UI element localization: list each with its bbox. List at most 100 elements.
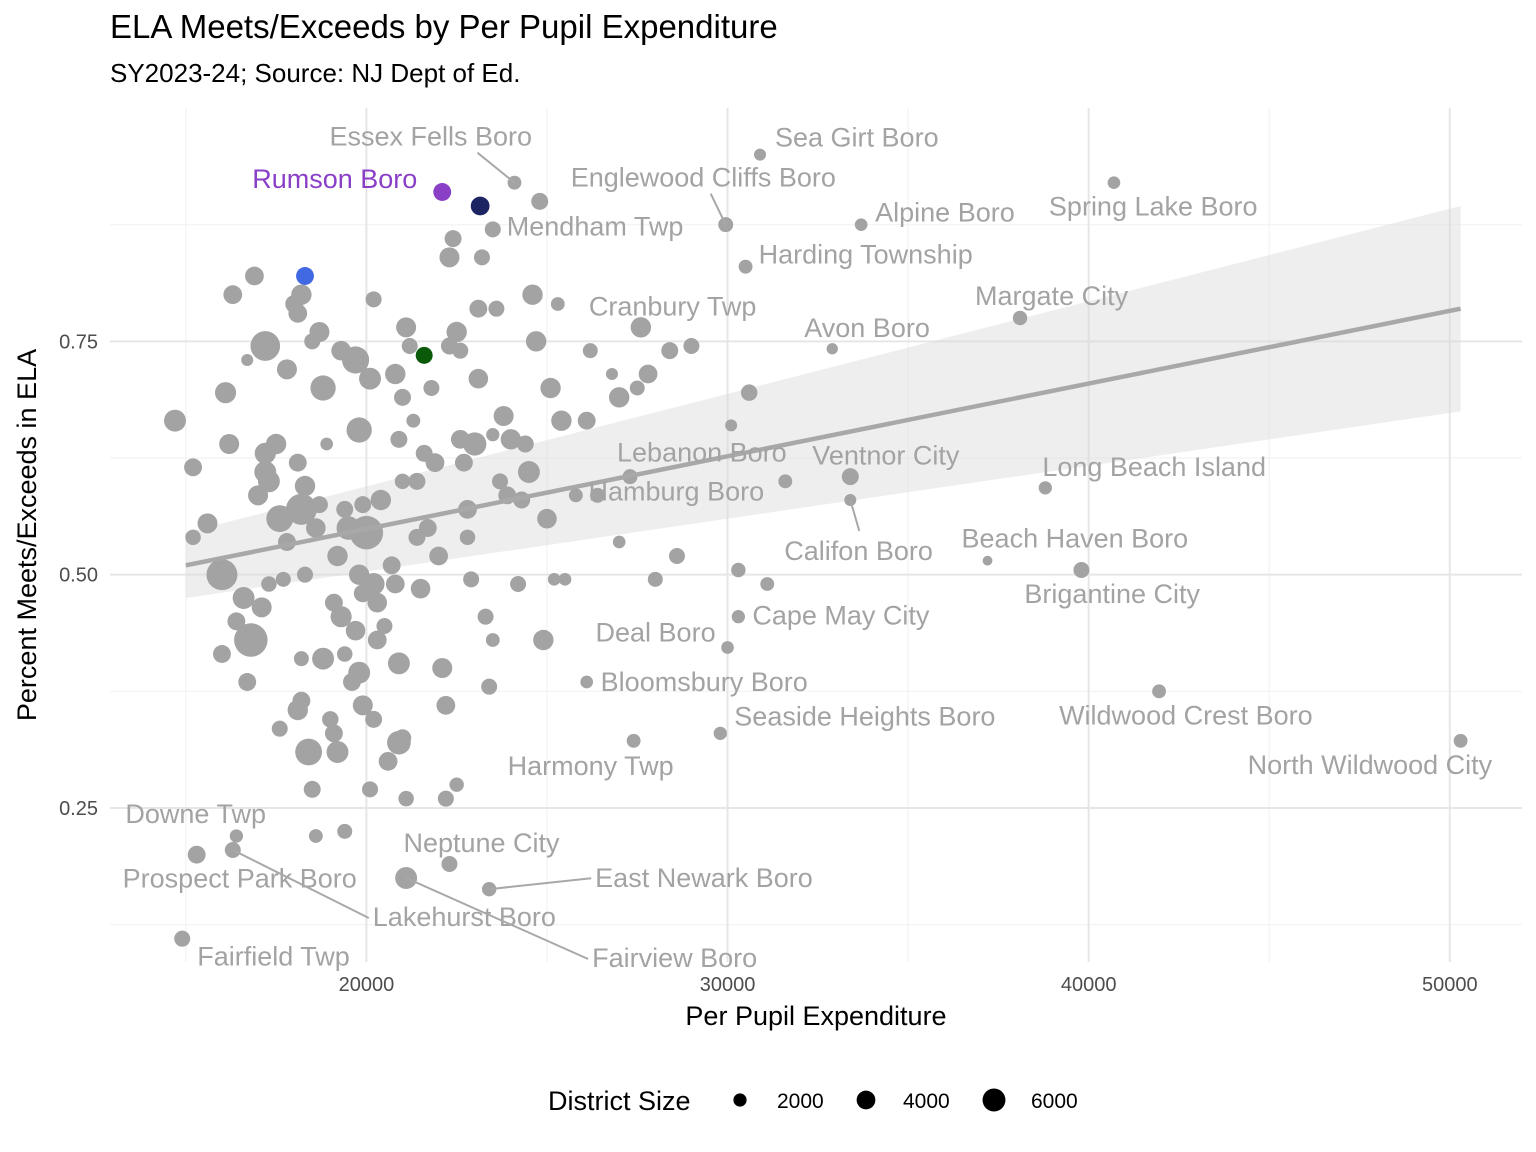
highlighted-data-point	[415, 346, 433, 364]
data-point	[468, 368, 489, 389]
data-point	[378, 751, 398, 771]
axis-labels-layer: Per Pupil Expenditure Percent Meets/Exce…	[12, 349, 947, 1031]
data-point	[322, 711, 339, 728]
data-point	[234, 623, 268, 657]
point-label: Deal Boro	[596, 617, 716, 647]
point-label: Seaside Heights Boro	[734, 701, 995, 731]
data-point	[385, 574, 405, 594]
data-point	[336, 646, 353, 662]
highlighted-data-point	[296, 267, 314, 285]
data-point	[725, 419, 738, 432]
point-label: Fairfield Twp	[197, 942, 350, 972]
data-point	[423, 380, 440, 396]
data-point	[245, 266, 264, 286]
data-point	[500, 429, 522, 450]
data-point	[550, 297, 565, 311]
data-point	[320, 437, 333, 451]
data-point	[294, 475, 316, 497]
labeled-data-point	[721, 641, 734, 654]
data-point	[310, 496, 328, 514]
data-point	[760, 577, 775, 591]
labeled-data-point	[854, 218, 868, 231]
point-label: Prospect Park Boro	[123, 864, 357, 894]
data-point	[437, 790, 454, 807]
x-tick-label: 30000	[700, 974, 756, 996]
data-point	[406, 413, 421, 428]
data-point	[292, 691, 311, 710]
point-label: Alpine Boro	[875, 198, 1015, 228]
data-point	[288, 303, 308, 323]
chart-subtitle: SY2023-24; Source: NJ Dept of Ed.	[110, 58, 521, 88]
data-point	[362, 573, 385, 595]
data-point	[446, 321, 467, 343]
labeled-data-point	[580, 675, 594, 689]
data-point	[731, 562, 746, 578]
data-point	[469, 299, 488, 318]
data-point	[342, 346, 370, 374]
data-point	[551, 410, 572, 431]
legend-size-key	[982, 1088, 1006, 1112]
labeled-data-point	[713, 726, 727, 740]
data-point	[439, 247, 460, 268]
data-point	[238, 673, 257, 691]
data-point	[214, 382, 237, 404]
chart-title: ELA Meets/Exceeds by Per Pupil Expenditu…	[110, 8, 778, 45]
data-point	[398, 790, 414, 807]
data-point	[206, 559, 238, 591]
data-point	[312, 647, 335, 670]
data-point	[362, 781, 379, 798]
point-label: Sea Girt Boro	[775, 123, 939, 153]
point-label: Harmony Twp	[508, 751, 674, 781]
y-axis-title: Percent Meets/Exceeds in ELA	[12, 349, 42, 721]
data-point	[343, 673, 361, 691]
labeled-data-point	[229, 829, 244, 843]
data-point	[275, 571, 291, 587]
labeled-data-point	[484, 221, 501, 238]
data-point	[382, 556, 401, 575]
data-point	[303, 780, 321, 798]
point-label: Downe Twp	[125, 799, 266, 829]
data-point	[629, 380, 645, 396]
data-point	[408, 472, 426, 490]
data-point	[387, 730, 411, 755]
point-label: Ventnor City	[812, 441, 960, 471]
data-point	[473, 249, 490, 266]
trend-line-layer	[185, 306, 1462, 568]
data-point	[223, 285, 243, 305]
data-point	[385, 363, 406, 385]
point-label: Mendham Twp	[507, 211, 684, 241]
point-label: Bloomsbury Boro	[601, 667, 808, 697]
data-point	[492, 473, 509, 490]
labeled-data-point	[982, 555, 993, 566]
legend-title: District Size	[548, 1086, 691, 1116]
data-point	[309, 322, 330, 342]
y-tick-label: 0.50	[59, 565, 98, 587]
data-point	[276, 359, 297, 380]
data-point	[577, 411, 596, 430]
data-point	[213, 645, 231, 663]
point-label: Essex Fells Boro	[329, 122, 532, 152]
data-point	[481, 678, 498, 695]
label-leader-line	[405, 877, 589, 960]
label-leader-line	[476, 151, 516, 184]
point-label: Hamburg Boro	[589, 476, 765, 506]
data-point	[250, 331, 281, 361]
labeled-data-point	[187, 845, 206, 864]
point-label: Beach Haven Boro	[962, 524, 1189, 554]
data-point	[285, 493, 317, 525]
data-point	[477, 608, 494, 625]
legend-size-label: 4000	[903, 1090, 950, 1113]
data-point	[241, 354, 254, 366]
data-point	[510, 576, 527, 592]
data-point	[668, 548, 685, 564]
data-point	[354, 496, 372, 514]
labeled-data-point	[826, 343, 838, 355]
data-point	[293, 651, 309, 667]
data-point	[488, 300, 505, 317]
data-point	[638, 364, 658, 384]
data-point	[352, 695, 373, 716]
point-labels-layer: Essex Fells Boro Sea Girt Boro Englewood C…	[123, 122, 1493, 973]
data-point	[390, 430, 408, 448]
data-point	[184, 458, 203, 477]
data-point	[436, 695, 456, 715]
